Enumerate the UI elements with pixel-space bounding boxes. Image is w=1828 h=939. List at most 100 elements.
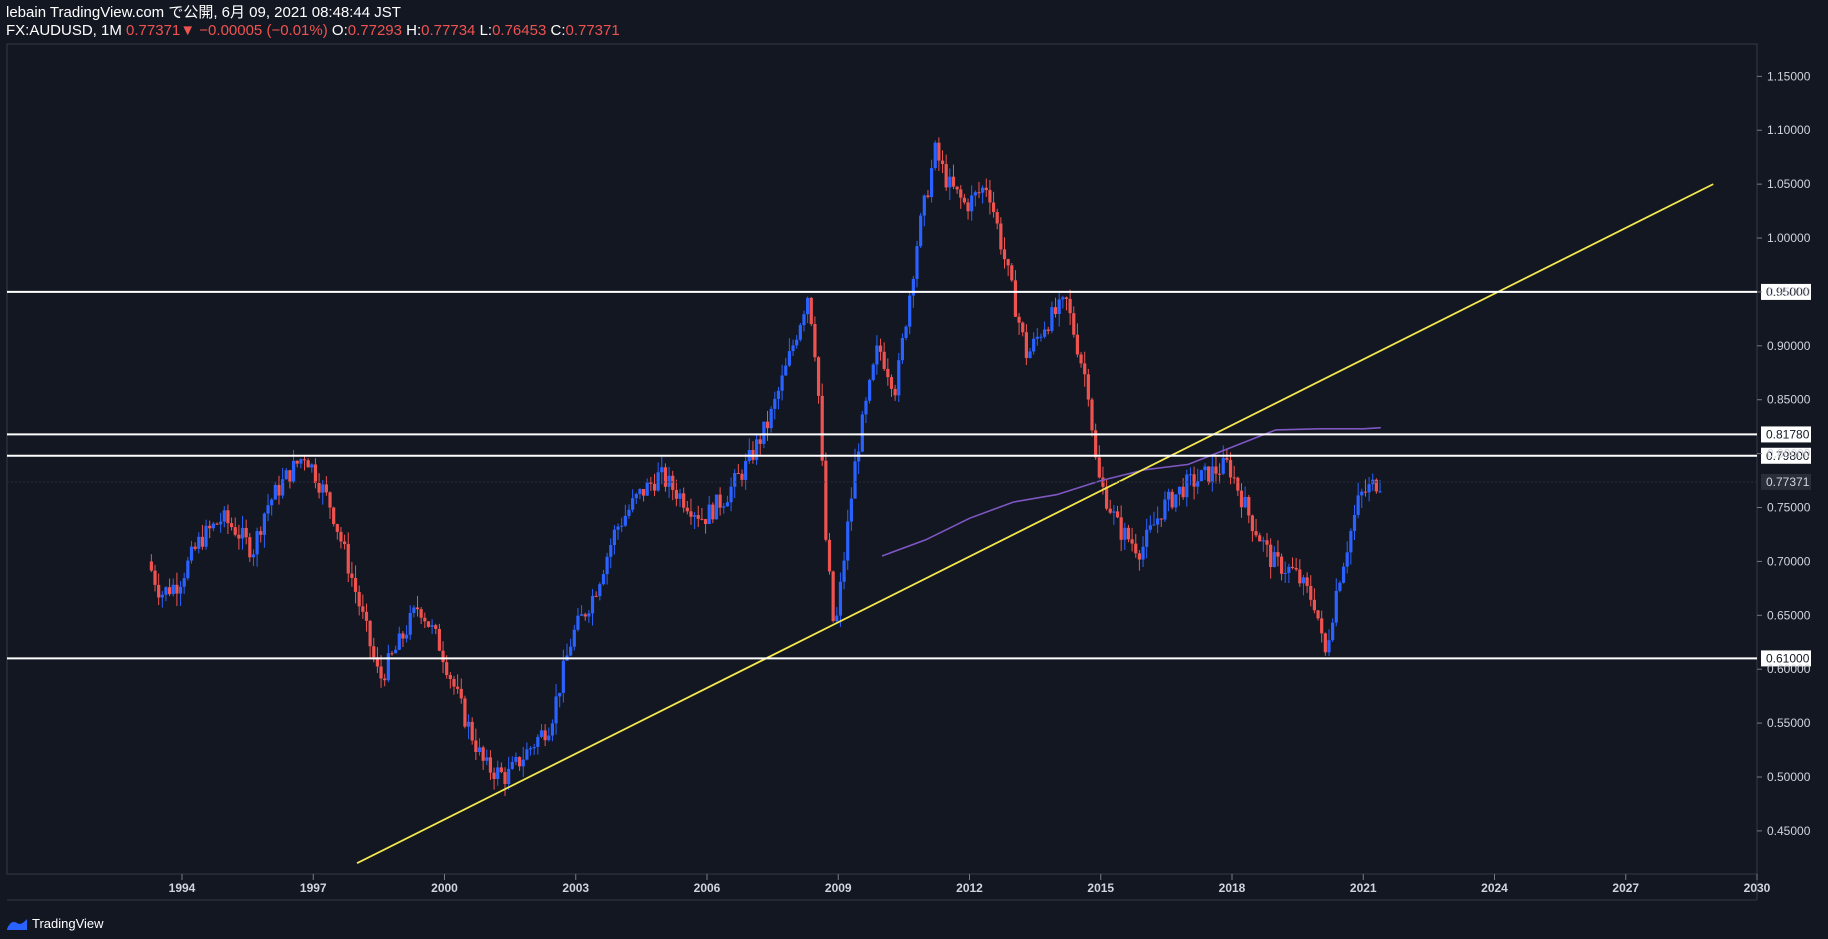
time-axis[interactable]: 1994 1997 2000 2003 2006 2009 2012 2015 2018 2021… <box>169 874 1771 895</box>
high-label: H: <box>406 22 422 39</box>
candle-down <box>937 142 941 161</box>
candle-down <box>1214 466 1218 474</box>
candle-up <box>1360 491 1364 496</box>
candle-down <box>1013 280 1018 317</box>
candle-down <box>813 324 817 358</box>
candle-down <box>437 628 441 651</box>
candle-up <box>1174 494 1178 508</box>
candle-up <box>171 584 175 595</box>
candle-up <box>507 768 511 784</box>
candle-down <box>1258 535 1262 542</box>
candle-up <box>219 521 223 525</box>
candle-down <box>740 473 744 480</box>
candle-up <box>1261 540 1265 542</box>
candle-down <box>1247 496 1251 516</box>
candle-down <box>415 607 420 610</box>
candle-down <box>226 510 230 524</box>
trendline[interactable] <box>356 183 1714 865</box>
candle-up <box>660 467 664 473</box>
horizontal-line-tag <box>1761 283 1811 300</box>
candle-down <box>1079 354 1083 364</box>
candle-down <box>335 524 339 532</box>
candle-up <box>678 493 682 499</box>
candle-up <box>1367 484 1371 493</box>
candle-up <box>182 578 186 587</box>
candle-down <box>736 473 740 475</box>
candle-up <box>1145 529 1149 547</box>
candle-down <box>1119 517 1123 540</box>
tradingview-brand[interactable]: TradingView <box>6 916 104 931</box>
candle-down <box>441 650 445 663</box>
candle-up <box>310 464 314 468</box>
candle-up <box>590 595 595 614</box>
horizontal-line-tag <box>1761 426 1811 443</box>
candle-down <box>959 189 963 198</box>
candle-up <box>754 439 759 460</box>
candle-up <box>1334 590 1338 623</box>
candle-down <box>984 187 988 191</box>
candle-up <box>835 615 839 622</box>
candle-up <box>802 314 806 326</box>
brand-name: TradingView <box>32 916 104 931</box>
symbol-label[interactable]: FX:AUDUSD, 1M <box>6 22 122 39</box>
candle-up <box>631 498 635 510</box>
candle-up <box>164 587 168 595</box>
candle-up <box>929 168 934 198</box>
candle-down <box>820 395 824 461</box>
low-value: 0.76453 <box>492 22 547 39</box>
close-value: 0.77371 <box>565 22 620 39</box>
candle-down <box>1137 553 1141 560</box>
close-label: C: <box>550 22 566 39</box>
candle-down <box>445 662 449 676</box>
candle-down <box>175 584 179 594</box>
candle-down <box>652 483 657 491</box>
candle-up <box>496 767 500 779</box>
candle-up <box>948 176 952 188</box>
candle-down <box>1083 363 1087 375</box>
candle-down <box>244 527 248 538</box>
candle-down <box>149 561 153 571</box>
candle-down <box>208 525 212 529</box>
candle-up <box>521 759 525 767</box>
last-price: 0.77371 <box>126 22 181 39</box>
candle-up <box>904 326 908 338</box>
candle-up <box>1356 495 1360 515</box>
candle-up <box>510 761 514 769</box>
candle-up <box>1327 640 1331 653</box>
horizontal-line-label: 0.81780 <box>1766 427 1810 441</box>
candle-down <box>157 584 161 598</box>
candle-up <box>255 531 259 555</box>
candle-down <box>1232 477 1236 479</box>
price-axis[interactable]: 1.15000 1.10000 1.05000 1.00000 0.95000 0.900… <box>1757 69 1811 838</box>
candle-down <box>375 657 380 667</box>
y-tick-label: 1.05000 <box>1767 177 1811 191</box>
candle-up <box>656 472 660 491</box>
candle-down <box>685 507 689 512</box>
candle-up <box>528 748 533 750</box>
candle-up <box>1210 466 1214 483</box>
y-tick-label: 0.85000 <box>1767 393 1811 407</box>
candle-down <box>1269 544 1273 568</box>
high-value: 0.77734 <box>421 22 476 39</box>
candle-up <box>1163 499 1167 520</box>
candle-down <box>641 489 646 496</box>
candle-down <box>962 197 966 203</box>
candle-up <box>186 560 190 579</box>
candle-down <box>765 421 770 429</box>
candle-down <box>991 202 996 213</box>
candle-down <box>594 595 598 597</box>
x-tick-label: 2030 <box>1744 881 1771 895</box>
candle-up <box>853 461 857 499</box>
candle-up <box>1148 525 1152 530</box>
candle-up <box>240 527 245 539</box>
candle-down <box>168 587 172 595</box>
y-tick-label: 0.55000 <box>1767 716 1811 730</box>
candle-up <box>973 192 977 196</box>
candle-down <box>831 571 835 622</box>
candle-up <box>787 351 791 366</box>
candle-up <box>178 586 183 594</box>
candle-down <box>674 489 678 499</box>
candle-down <box>944 164 948 188</box>
candle-up <box>609 545 613 557</box>
